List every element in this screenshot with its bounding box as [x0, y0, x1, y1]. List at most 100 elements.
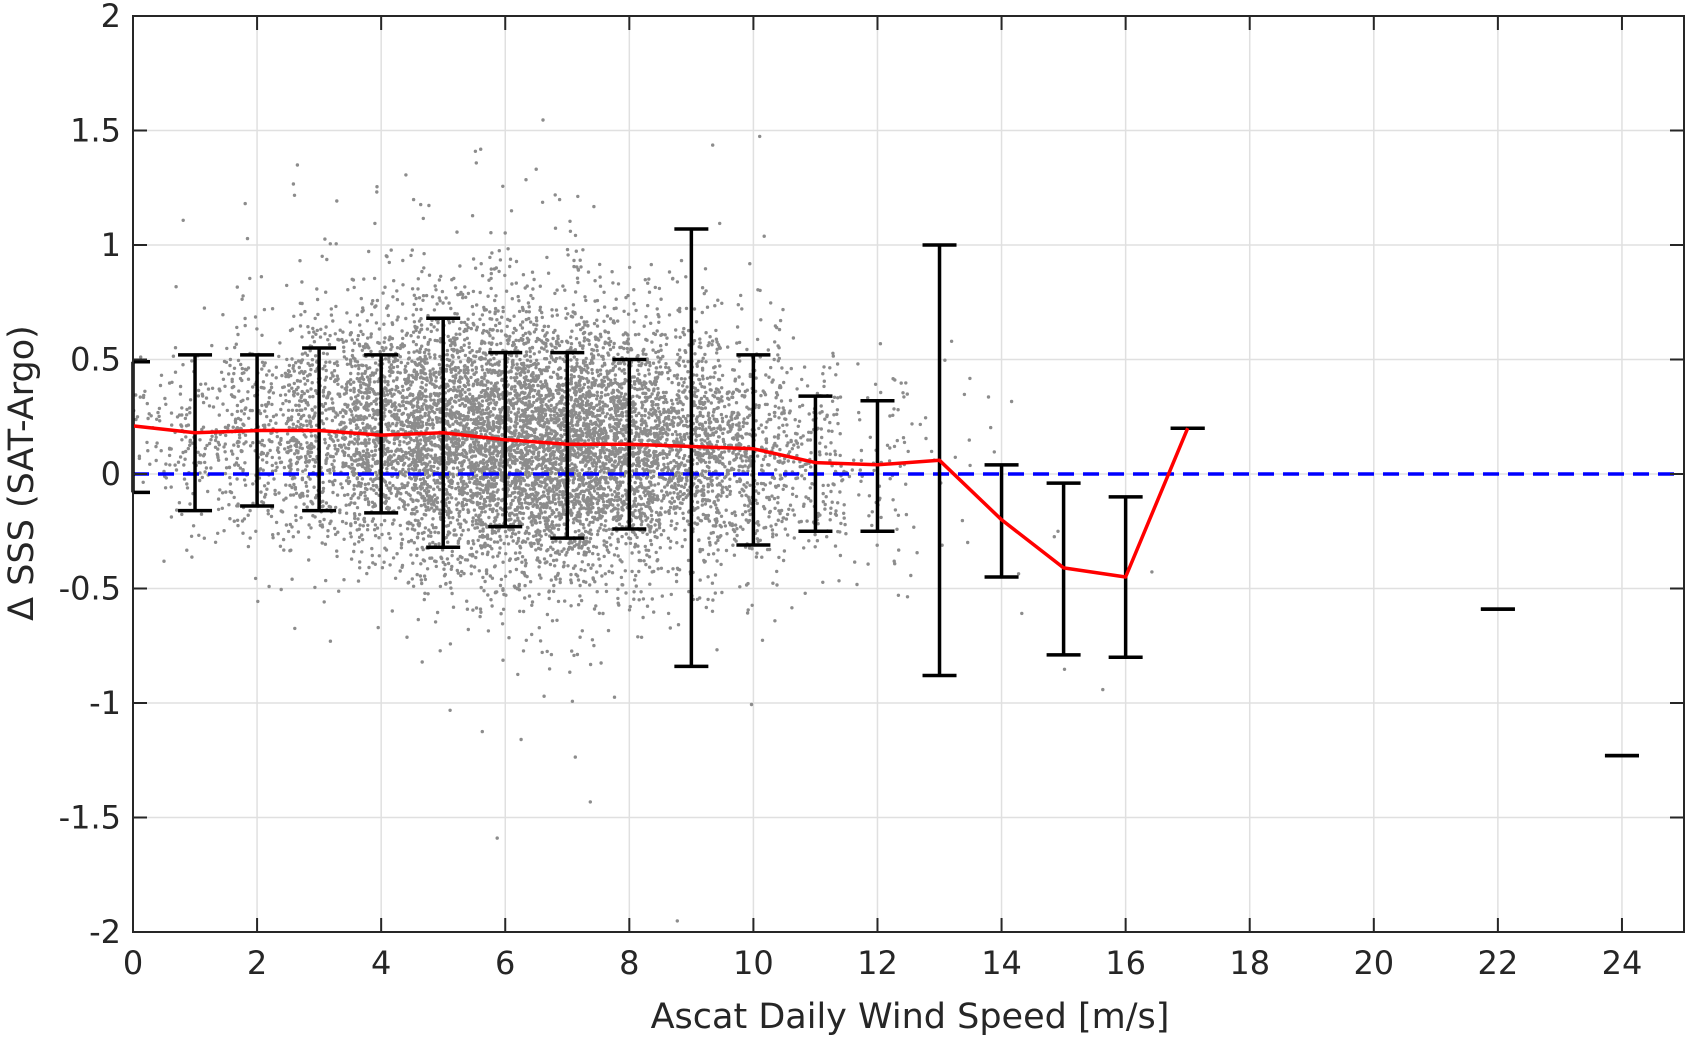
scatter-point	[326, 452, 330, 456]
scatter-point	[289, 463, 293, 468]
scatter-point	[494, 403, 498, 407]
scatter-point	[419, 578, 423, 582]
scatter-point	[281, 413, 285, 417]
scatter-point	[360, 348, 364, 352]
scatter-point	[456, 421, 460, 425]
scatter-point	[503, 529, 508, 534]
scatter-point	[410, 359, 414, 363]
scatter-point	[296, 530, 301, 534]
scatter-point	[320, 504, 324, 509]
scatter-point	[447, 500, 451, 505]
scatter-point	[432, 325, 436, 329]
scatter-point	[345, 311, 349, 315]
scatter-point	[363, 490, 367, 494]
scatter-point	[419, 369, 423, 373]
scatter-point	[450, 405, 454, 409]
scatter-point	[351, 356, 356, 360]
scatter-point	[474, 555, 478, 560]
scatter-point	[438, 511, 442, 516]
scatter-point	[518, 442, 523, 446]
scatter-point	[495, 475, 500, 479]
scatter-point	[400, 458, 404, 462]
scatter-point	[471, 539, 475, 543]
scatter-point	[402, 423, 406, 427]
scatter-point	[407, 522, 411, 526]
scatter-point	[523, 531, 527, 535]
scatter-point	[420, 380, 424, 385]
scatter-point	[429, 530, 433, 535]
scatter-point	[350, 440, 354, 444]
scatter-point	[330, 397, 334, 401]
scatter-point	[370, 302, 374, 306]
scatter-point	[462, 417, 467, 421]
scatter-point	[232, 366, 237, 370]
scatter-point	[418, 485, 422, 489]
scatter-point	[226, 426, 230, 430]
scatter-point	[323, 332, 327, 336]
scatter-point	[357, 366, 361, 371]
scatter-point	[489, 231, 493, 235]
scatter-point	[285, 432, 290, 436]
scatter-point	[501, 560, 505, 564]
scatter-point	[263, 409, 267, 413]
scatter-point	[385, 505, 390, 509]
scatter-point	[489, 598, 493, 602]
scatter-point	[387, 531, 391, 536]
scatter-point	[458, 292, 462, 296]
scatter-point	[291, 366, 295, 370]
scatter-point	[286, 529, 291, 534]
scatter-point	[404, 455, 408, 459]
scatter-point	[402, 500, 406, 504]
scatter-point	[518, 544, 522, 548]
scatter-point	[352, 380, 356, 384]
scatter-point	[477, 451, 481, 455]
scatter-point	[491, 555, 495, 559]
scatter-point	[524, 350, 529, 354]
scatter-point	[355, 451, 359, 456]
scatter-point	[395, 552, 399, 556]
scatter-point	[466, 356, 471, 360]
scatter-point	[324, 408, 328, 412]
scatter-point	[260, 333, 264, 337]
scatter-point	[458, 525, 463, 529]
scatter-point	[409, 253, 413, 258]
scatter-point	[388, 536, 392, 540]
scatter-point	[398, 391, 402, 395]
scatter-point	[305, 353, 310, 357]
scatter-point	[526, 378, 530, 383]
scatter-point	[299, 359, 304, 363]
scatter-point	[157, 406, 162, 411]
scatter-point	[373, 504, 378, 508]
scatter-point	[524, 638, 528, 642]
scatter-point	[420, 581, 424, 586]
scatter-point	[303, 468, 308, 472]
scatter-point	[394, 468, 398, 472]
scatter-point	[435, 407, 439, 412]
scatter-point	[448, 338, 452, 343]
scatter-point	[477, 569, 481, 573]
scatter-point	[358, 560, 362, 564]
scatter-point	[456, 541, 460, 545]
scatter-point	[242, 478, 247, 482]
scatter-point	[446, 523, 451, 528]
scatter-point	[286, 373, 290, 377]
scatter-point	[474, 417, 479, 421]
scatter-point	[282, 548, 286, 552]
scatter-point	[391, 459, 395, 464]
scatter-point	[183, 416, 188, 421]
scatter-point	[338, 328, 342, 332]
scatter-point	[521, 487, 525, 491]
scatter-point	[511, 397, 515, 401]
scatter-point	[288, 483, 292, 488]
scatter-point	[495, 836, 499, 840]
scatter-point	[488, 446, 492, 450]
scatter-point	[346, 492, 350, 497]
scatter-point	[488, 255, 492, 260]
scatter-point	[450, 549, 454, 554]
scatter-point	[499, 454, 504, 459]
scatter-point	[514, 259, 519, 264]
scatter-point	[488, 396, 492, 400]
scatter-point	[464, 502, 469, 507]
scatter-point	[424, 348, 428, 352]
scatter-point	[213, 438, 218, 443]
